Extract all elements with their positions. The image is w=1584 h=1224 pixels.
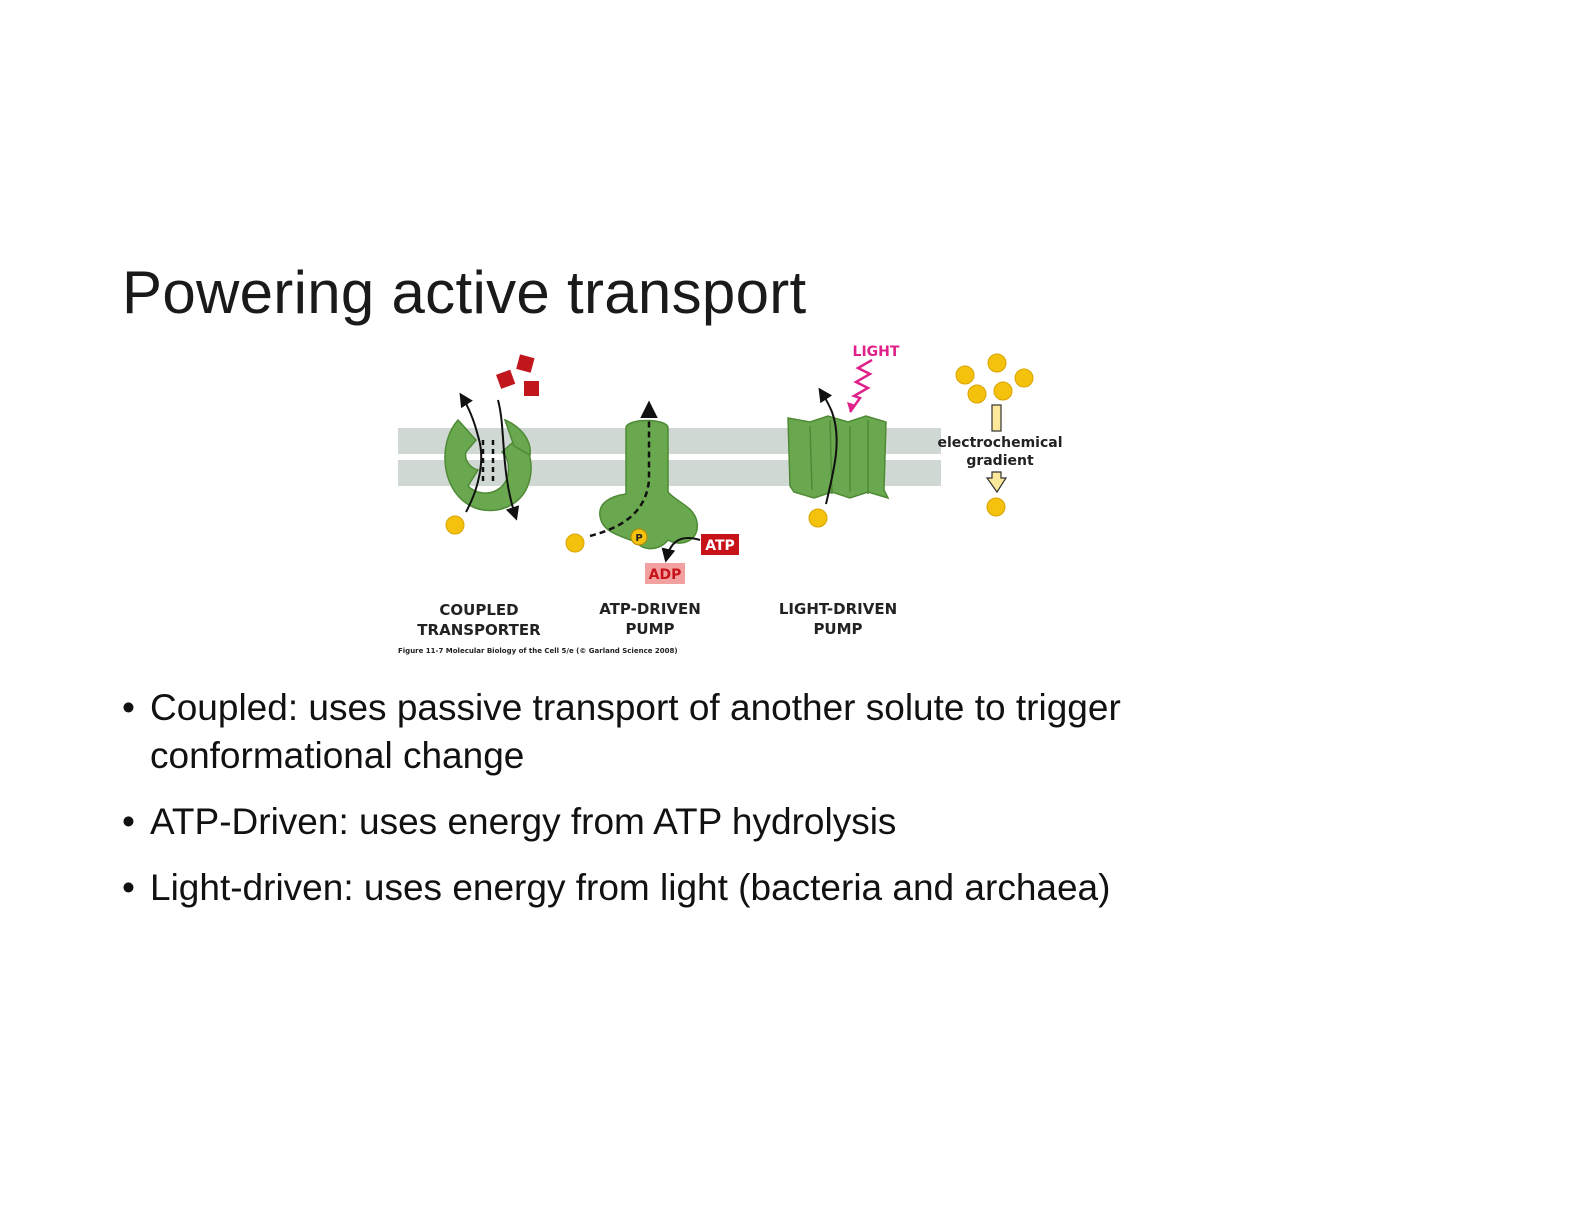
electrochemical-gradient: electrochemical gradient: [938, 353, 1063, 517]
bullet-list: • Coupled: uses passive transport of ano…: [122, 684, 1322, 930]
solute-ball: [445, 515, 465, 535]
gradient-label-line1: electrochemical: [938, 435, 1063, 451]
gradient-arrow-shaft-top: [991, 404, 1002, 432]
coupled-protein-shape: [444, 418, 532, 512]
bullet-text: Coupled: uses passive transport of anoth…: [150, 687, 1121, 776]
solute-ball: [993, 381, 1013, 401]
bullet-dot: •: [122, 801, 135, 842]
gradient-arrow-head: [985, 471, 1008, 494]
atp-hydrolysis-arrow: [661, 537, 701, 563]
light-pump-label-line2: PUMP: [813, 620, 862, 638]
bullet-item-coupled: • Coupled: uses passive transport of ano…: [122, 684, 1322, 780]
atp-pump-label-line2: PUMP: [625, 620, 674, 638]
transport-figure: P ATP ADP LIGHT electrochemical gradient…: [398, 344, 1063, 655]
light-zigzag-icon: [848, 358, 873, 413]
phosphate-label: P: [635, 533, 642, 544]
atp-pump-path: [589, 400, 658, 538]
solute-ball: [986, 497, 1006, 517]
solute-ball: [987, 353, 1007, 373]
atp-driven-pump: P ATP ADP: [565, 400, 739, 584]
light-pump-protein-shape: [787, 415, 890, 500]
bullet-item-atp-driven: • ATP-Driven: uses energy from ATP hydro…: [122, 798, 1322, 846]
solute-ball: [565, 533, 585, 553]
phosphate-circle: [630, 528, 648, 546]
bullet-dot: •: [122, 867, 135, 908]
solute-ball: [955, 365, 975, 385]
coupled-label-line1: COUPLED: [439, 601, 518, 619]
adp-box: [645, 563, 685, 584]
page-title: Powering active transport: [122, 259, 807, 326]
light-label: LIGHT: [853, 344, 900, 360]
atp-pump-label-line1: ATP-DRIVEN: [599, 600, 701, 618]
coupled-transporter: [444, 354, 539, 535]
bullet-item-light-driven: • Light-driven: uses energy from light (…: [122, 864, 1322, 912]
light-pump-label-line1: LIGHT-DRIVEN: [779, 600, 897, 618]
bullet-text: Light-driven: uses energy from light (ba…: [150, 867, 1111, 908]
gradient-label-line2: gradient: [966, 453, 1034, 469]
cube-solute: [524, 381, 539, 396]
coupled-arrow-solute: [459, 392, 483, 513]
bullet-text: ATP-Driven: uses energy from ATP hydroly…: [150, 801, 897, 842]
solute-ball: [967, 384, 987, 404]
light-pump-arrow: [818, 387, 838, 505]
solute-ball: [808, 508, 828, 528]
coupled-label-line2: TRANSPORTER: [417, 621, 541, 639]
solute-ball: [1014, 368, 1034, 388]
cube-solutes: [496, 354, 539, 396]
bullet-dot: •: [122, 687, 135, 728]
atp-label: ATP: [705, 538, 735, 554]
light-driven-pump: LIGHT: [787, 344, 900, 528]
figure-caption: Figure 11-7 Molecular Biology of the Cel…: [398, 647, 678, 655]
atp-box: [701, 534, 739, 555]
cube-solute: [496, 369, 516, 389]
coupled-arrow-cotransport: [497, 399, 520, 521]
adp-label: ADP: [649, 567, 682, 583]
cube-solute: [516, 354, 535, 373]
